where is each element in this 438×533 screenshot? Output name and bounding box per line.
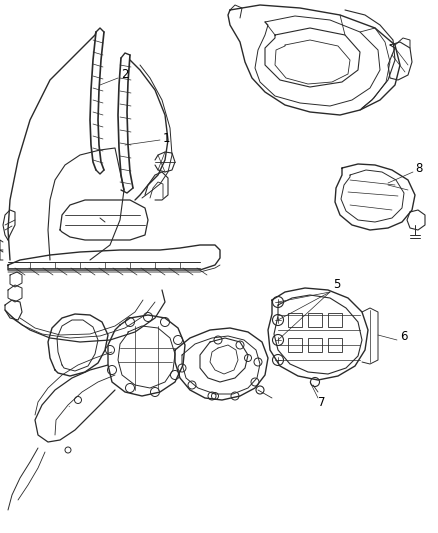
Text: 5: 5 (333, 279, 340, 292)
Text: ·: · (67, 403, 69, 413)
Text: 7: 7 (318, 397, 325, 409)
Text: 8: 8 (415, 161, 422, 174)
Text: 6: 6 (400, 330, 407, 343)
Text: 2: 2 (121, 69, 128, 82)
Text: 1: 1 (163, 132, 170, 144)
